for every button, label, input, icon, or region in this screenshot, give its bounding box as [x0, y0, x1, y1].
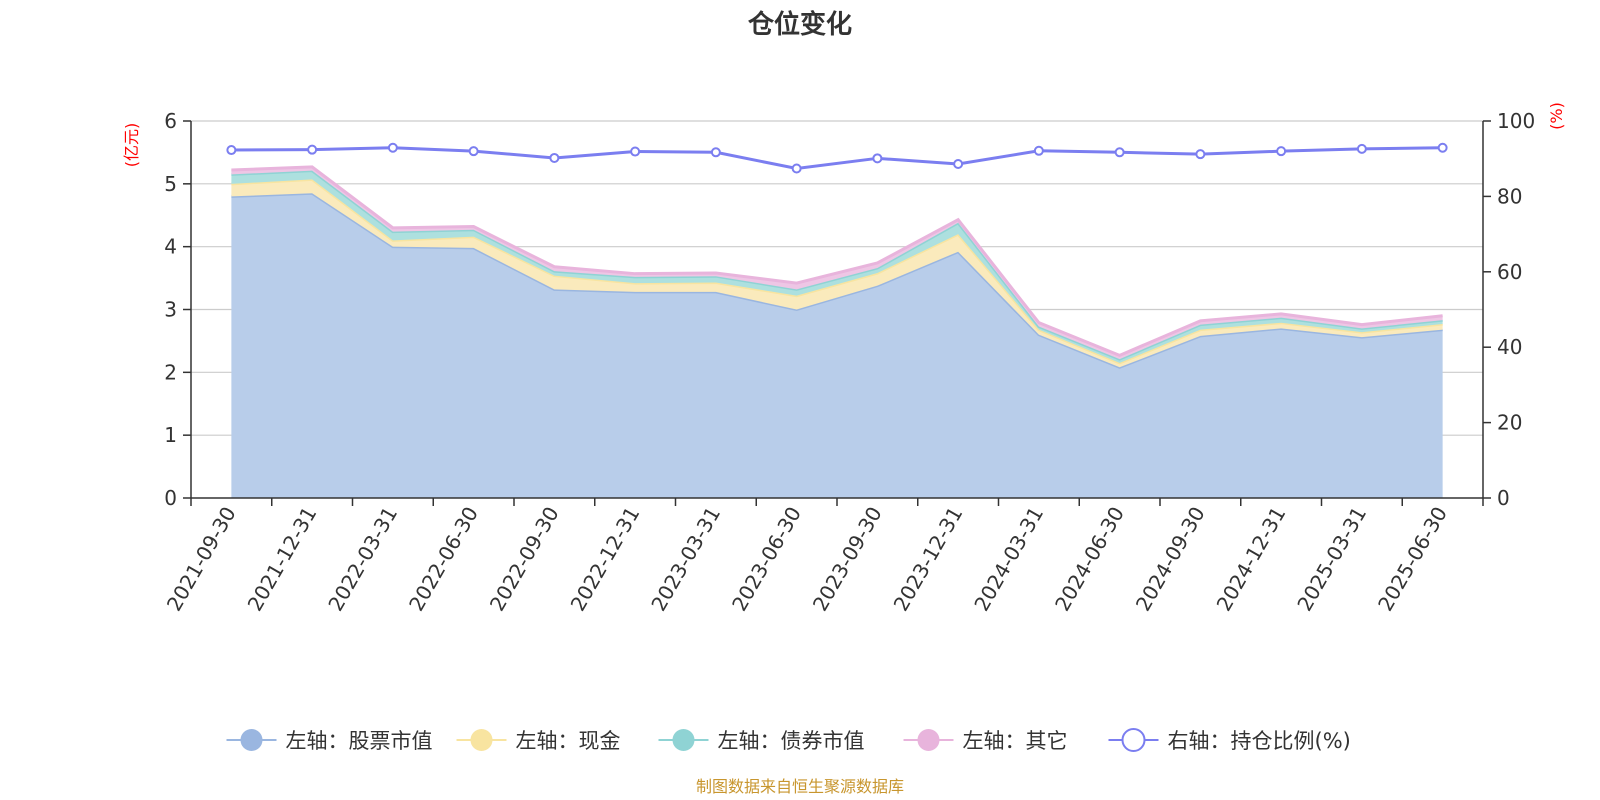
legend-label: 右轴：持仓比例(%): [1168, 729, 1351, 753]
ratio-point[interactable]: [1276, 146, 1287, 157]
ratio-point[interactable]: [549, 152, 560, 163]
ratio-line: [226, 142, 1448, 174]
legend-item[interactable]: 左轴：其它: [903, 729, 1068, 753]
ratio-point[interactable]: [791, 163, 802, 174]
x-category-label: 2022-09-30: [485, 503, 564, 616]
ratio-point[interactable]: [1437, 142, 1448, 153]
x-category-label: 2024-06-30: [1050, 503, 1129, 616]
right-tick-label: 20: [1497, 411, 1522, 435]
legend-marker: [917, 729, 940, 751]
legend-label: 左轴：现金: [516, 729, 621, 753]
left-tick-label: 2: [164, 360, 177, 384]
legend-marker: [240, 729, 263, 751]
legend-item[interactable]: 左轴：现金: [456, 729, 621, 753]
x-category-label: 2023-06-30: [727, 503, 806, 616]
legend-item[interactable]: 右轴：持仓比例(%): [1108, 728, 1351, 753]
right-tick-label: 60: [1497, 260, 1522, 284]
x-category-label: 2024-09-30: [1131, 503, 1210, 616]
stacked-areas: [231, 165, 1443, 498]
legend-item[interactable]: 左轴：股票市值: [226, 729, 433, 753]
x-category-label: 2022-06-30: [404, 503, 483, 616]
x-category-label: 2024-03-31: [969, 503, 1048, 616]
right-tick-label: 0: [1497, 486, 1510, 510]
left-axis-name: (亿元): [122, 123, 141, 168]
legend-label: 左轴：股票市值: [286, 729, 433, 753]
right-tick-label: 80: [1497, 184, 1522, 208]
area-左轴：股票市值: [231, 193, 1443, 498]
x-category-label: 2021-12-31: [243, 503, 322, 616]
right-tick-label: 100: [1497, 109, 1535, 133]
ratio-point[interactable]: [1195, 149, 1206, 160]
x-category-label: 2024-12-31: [1212, 503, 1291, 616]
left-tick-label: 4: [164, 235, 177, 259]
x-category-label: 2025-06-30: [1373, 503, 1452, 616]
x-category-label: 2021-09-30: [162, 503, 241, 616]
left-tick-label: 0: [164, 486, 177, 510]
legend-label: 左轴：其它: [963, 729, 1068, 753]
legend[interactable]: 左轴：股票市值 左轴：现金 左轴：债券市值 左轴：其它 右轴：持仓比例(%): [226, 728, 1351, 753]
x-category-label: 2025-03-31: [1292, 503, 1371, 616]
legend-label: 左轴：债券市值: [718, 729, 865, 753]
legend-item[interactable]: 左轴：债券市值: [658, 729, 865, 753]
legend-marker: [672, 729, 695, 751]
area-edge-左轴：其它: [231, 165, 1443, 357]
right-tick-label: 40: [1497, 335, 1522, 359]
left-tick-label: 5: [164, 172, 177, 196]
left-tick-label: 6: [164, 109, 177, 133]
x-category-label: 2023-09-30: [808, 503, 887, 616]
ratio-point[interactable]: [872, 153, 883, 164]
ratio-point[interactable]: [468, 146, 479, 157]
ratio-point[interactable]: [630, 146, 641, 157]
ratio-point[interactable]: [1033, 145, 1044, 156]
left-tick-label: 1: [164, 423, 177, 447]
x-category-label: 2023-03-31: [646, 503, 725, 616]
ratio-point[interactable]: [1114, 147, 1125, 158]
legend-marker: [470, 729, 493, 751]
ratio-point[interactable]: [953, 158, 964, 169]
right-axis-name: (%): [1547, 102, 1566, 130]
x-category-label: 2022-03-31: [323, 503, 402, 616]
legend-marker: [1121, 728, 1146, 752]
left-tick-label: 3: [164, 298, 177, 322]
ratio-point[interactable]: [387, 142, 398, 153]
chart-title: 仓位变化: [747, 9, 852, 40]
ratio-point[interactable]: [1356, 143, 1367, 154]
ratio-line-path: [231, 146, 1443, 171]
ratio-point[interactable]: [226, 145, 237, 156]
source-note: 制图数据来自恒生聚源数据库: [696, 777, 904, 796]
x-category-label: 2023-12-31: [889, 503, 968, 616]
ratio-point[interactable]: [710, 147, 721, 158]
x-category-label: 2022-12-31: [566, 503, 645, 616]
ratio-point[interactable]: [307, 144, 318, 155]
